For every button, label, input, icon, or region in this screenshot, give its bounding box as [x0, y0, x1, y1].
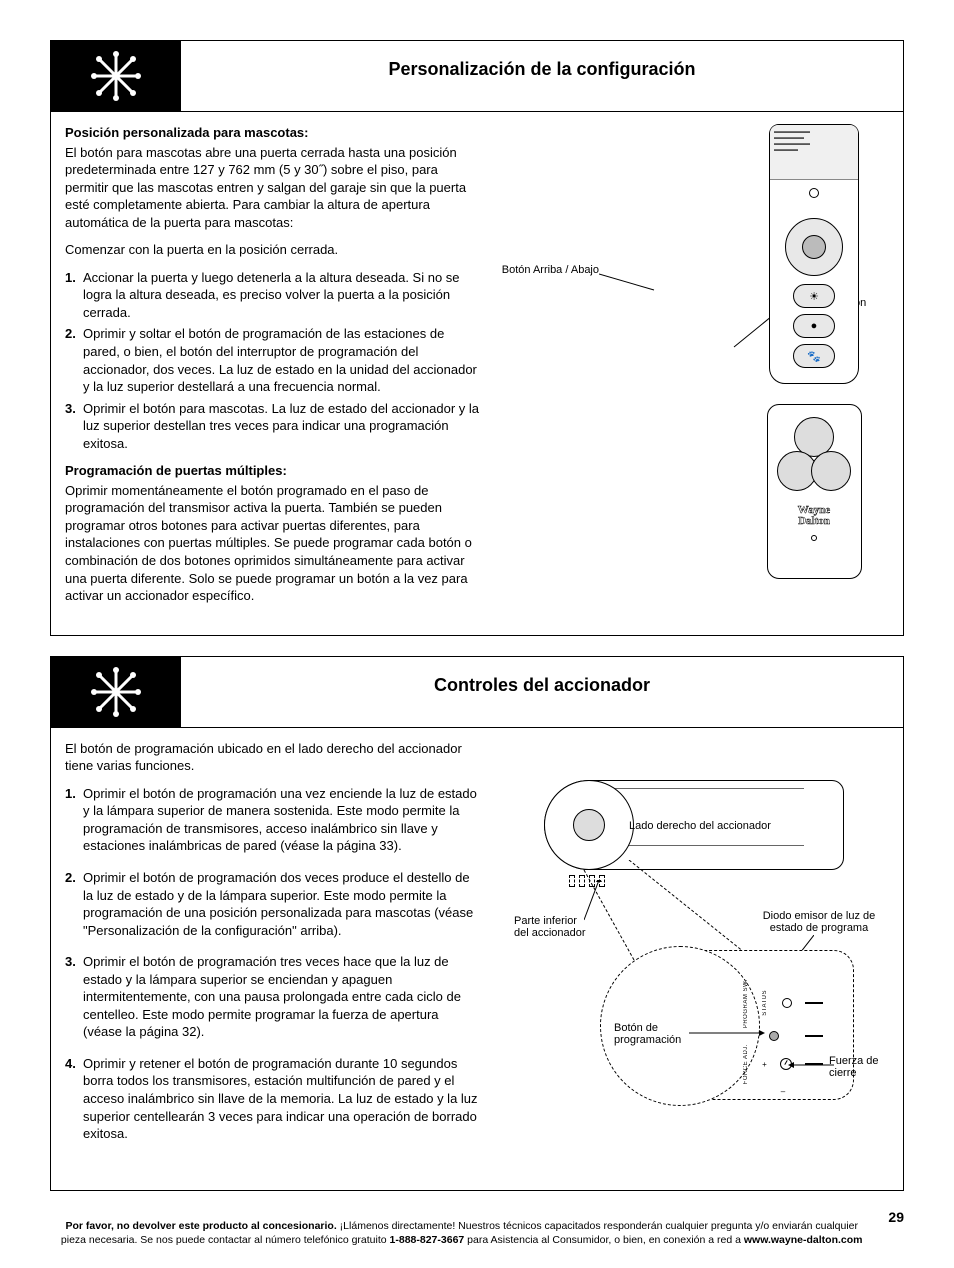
panel-prog-label: PROGRAM SW.	[743, 979, 749, 1028]
panel-status-label: STATUS	[762, 990, 768, 1016]
section1-title: Personalización de la configuración	[181, 41, 903, 111]
wall-station-diagram: ▬▬▬▬▬▬▬▬▬▬▬▬▬▬▬▬▬▬▬▬▬ ☀ ● 🐾	[769, 124, 859, 384]
footer-text: Por favor, no devolver este producto al …	[50, 1219, 873, 1248]
multi-door-heading: Programación de puertas múltiples:	[65, 462, 479, 480]
remote-diagram: Wayne Dalton	[767, 404, 862, 579]
footer-text2c: para Asistencia al Consumidor, o bien, e…	[464, 1234, 744, 1246]
section2-header: Controles del accionador	[51, 657, 903, 728]
section1-body: Posición personalizada para mascotas: El…	[51, 112, 903, 635]
section2-text: El botón de programación ubicado en el l…	[65, 740, 479, 1170]
wall-station-label-area: ▬▬▬▬▬▬▬▬▬▬▬▬▬▬▬▬▬▬▬▬▬	[770, 125, 858, 180]
logo-box	[51, 41, 181, 111]
wall-prog-button-icon: ●	[793, 314, 835, 338]
operator-step: Oprimir el botón de programación tres ve…	[65, 953, 479, 1041]
pet-step: Accionar la puerta y luego detenerla a l…	[65, 269, 479, 322]
section2-title: Controles del accionador	[181, 657, 903, 727]
panel-force-label: FORCE ADJ.	[743, 1044, 749, 1084]
status-led-icon	[782, 998, 792, 1008]
pet-step: Oprimir el botón para mascotas. La luz d…	[65, 400, 479, 453]
section1-header: Personalización de la configuración	[51, 41, 903, 112]
operator-step: Oprimir y retener el botón de programaci…	[65, 1055, 479, 1143]
wall-pet-button-icon: 🐾	[793, 344, 835, 368]
remote-brand: Wayne Dalton	[798, 505, 830, 527]
callout-updown-text: Botón Arriba / Abajo	[502, 264, 599, 276]
pet-steps-list: Accionar la puerta y luego detenerla a l…	[65, 269, 479, 452]
footer-text2a: pieza necesaria. Se nos puede contactar …	[61, 1234, 390, 1246]
label-prog-btn: Botón de programación	[614, 1022, 694, 1047]
multi-door-body: Oprimir momentáneamente el botón program…	[65, 482, 479, 605]
wall-updown-button-icon	[785, 218, 843, 276]
pet-step: Oprimir y soltar el botón de programació…	[65, 325, 479, 395]
section-operator-controls: Controles del accionador El botón de pro…	[50, 656, 904, 1191]
snowflake-icon	[91, 667, 141, 717]
footer-bold1: Por favor, no devolver este producto al …	[65, 1220, 336, 1232]
pet-start: Comenzar con la puerta en la posición ce…	[65, 241, 479, 259]
page-number: 29	[888, 1209, 904, 1225]
section1-text: Posición personalizada para mascotas: El…	[65, 124, 479, 615]
section2-body: El botón de programación ubicado en el l…	[51, 728, 903, 1190]
operator-step: Oprimir el botón de programación una vez…	[65, 785, 479, 855]
wall-light-button-icon: ☀	[793, 284, 835, 308]
snowflake-icon	[91, 51, 141, 101]
brand-dalton: Dalton	[798, 515, 830, 527]
label-force: Fuerza de cierre	[829, 1055, 889, 1080]
remote-button-icon	[811, 451, 851, 491]
operator-end-icon	[544, 780, 634, 870]
pet-position-body: El botón para mascotas abre una puerta c…	[65, 144, 479, 232]
operator-steps-list: Oprimir el botón de programación una vez…	[65, 785, 479, 1143]
footer-text1: ¡Llámenos directamente! Nuestros técnico…	[337, 1220, 858, 1232]
callout-updown: Botón Arriba / Abajo	[499, 264, 599, 277]
section-customization: Personalización de la configuración Posi…	[50, 40, 904, 636]
operator-diagram: Lado derecho del accionador Parte inferi…	[514, 760, 874, 1120]
program-button-icon	[769, 1031, 779, 1041]
operator-step: Oprimir el botón de programación dos vec…	[65, 869, 479, 939]
remote-led-icon	[811, 535, 817, 541]
logo-box	[51, 657, 181, 727]
section2-diagram: Lado derecho del accionador Parte inferi…	[499, 740, 889, 1170]
operator-intro: El botón de programación ubicado en el l…	[65, 740, 479, 775]
pet-position-heading: Posición personalizada para mascotas:	[65, 124, 479, 142]
label-right-side: Lado derecho del accionador	[629, 820, 771, 833]
section1-diagram: Botón Arriba / Abajo Botón de programaci…	[499, 124, 889, 594]
page-footer: Por favor, no devolver este producto al …	[50, 1211, 904, 1248]
footer-phone: 1-888-827-3667	[390, 1234, 465, 1246]
footer-url: www.wayne-dalton.com	[744, 1234, 863, 1246]
